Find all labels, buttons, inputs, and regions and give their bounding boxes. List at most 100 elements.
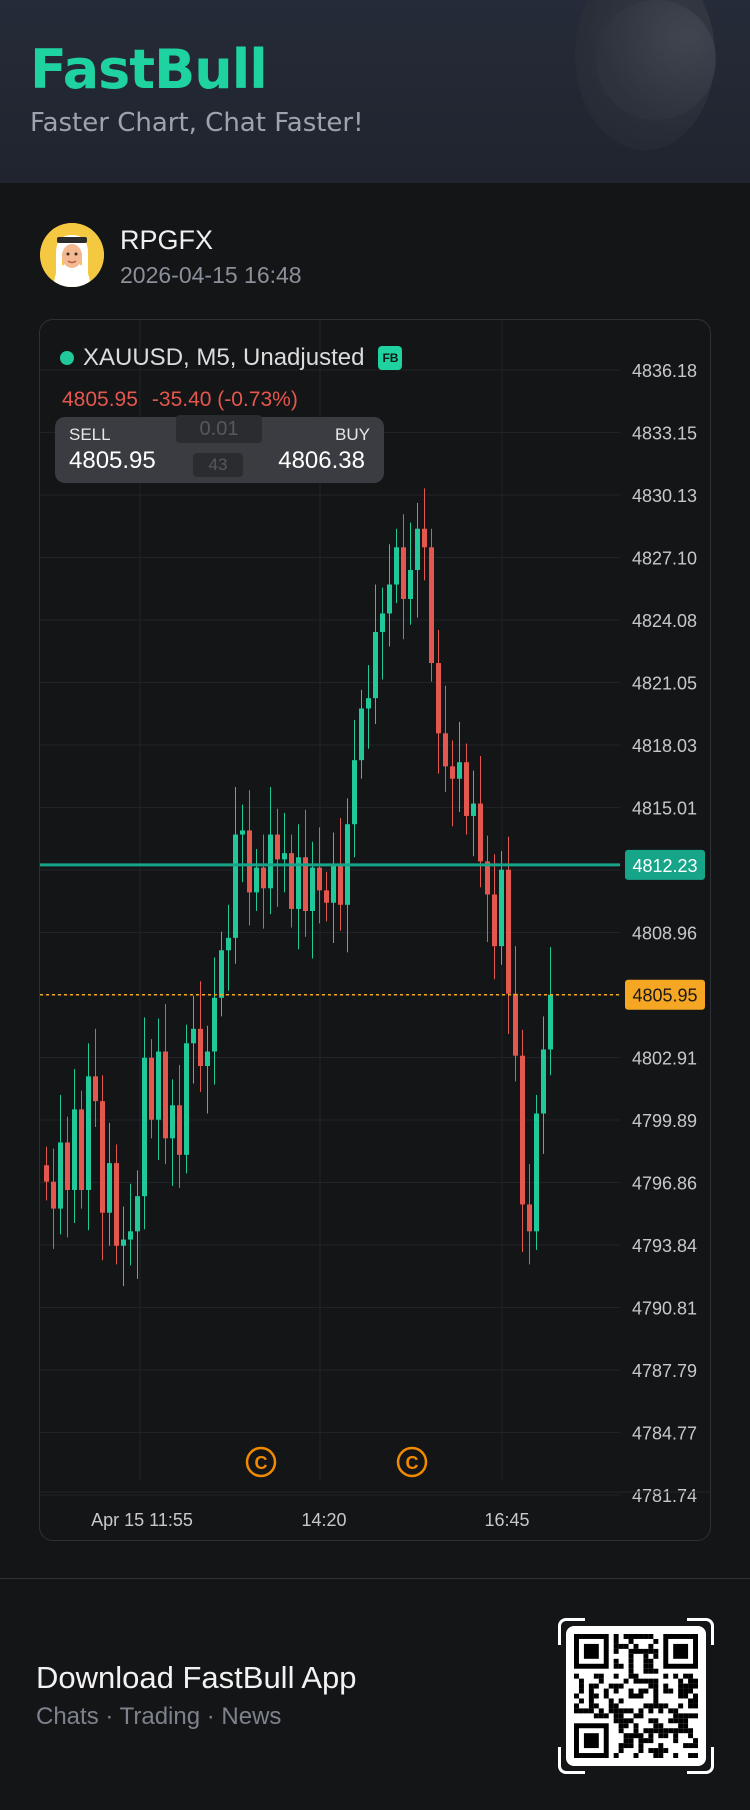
event-marker-icon [245, 1446, 277, 1478]
candle-body [310, 867, 315, 912]
candle-body [44, 1165, 49, 1182]
candle-body [212, 997, 217, 1052]
candle-body [527, 1204, 532, 1232]
buy-price[interactable]: 4806.38 [278, 447, 365, 474]
candle-body [380, 613, 385, 633]
candle-body [492, 894, 497, 947]
candle-body [541, 1049, 546, 1114]
price-tick-label: 4827.10 [632, 549, 697, 569]
candle-body [142, 1057, 147, 1197]
horizontal-line-price-label: 4812.23 [632, 856, 697, 876]
candle-body [219, 950, 224, 998]
candle-body [79, 1109, 84, 1190]
candle-body [422, 528, 427, 548]
sell-label[interactable]: SELL [69, 425, 111, 444]
qr-corner [687, 1618, 714, 1645]
candle-body [296, 857, 301, 909]
price-tick-label: 4781.74 [632, 1486, 697, 1506]
candle-body [275, 834, 280, 860]
price-tick-label: 4836.18 [632, 361, 697, 381]
candle-body [289, 853, 294, 909]
chart-card[interactable]: 4836.18 4833.15 4830.13 4827.10 4824.08 4821.… [39, 319, 711, 1541]
candle-body [86, 1076, 91, 1190]
candle-body [366, 698, 371, 709]
time-tick-label: Apr 15 11:55 [91, 1510, 193, 1530]
symbol-label[interactable]: XAUUSD, M5, Unadjusted [83, 344, 365, 371]
post-timestamp: 2026-04-15 16:48 [120, 262, 302, 288]
candle-body [464, 762, 469, 816]
time-tick-label: 16:45 [484, 1510, 529, 1530]
candle-body [457, 762, 462, 779]
candle-body [450, 766, 455, 779]
candle-body [177, 1105, 182, 1155]
candle-body [156, 1051, 161, 1120]
candle-body [534, 1113, 539, 1232]
download-subtitle: Chats · Trading · News [36, 1703, 282, 1730]
candle-body [429, 547, 434, 664]
time-tick-label: 14:20 [301, 1510, 346, 1530]
qr-corner [558, 1747, 585, 1774]
qr-code-image [566, 1626, 706, 1766]
candle-body [135, 1196, 140, 1232]
candle-body [331, 865, 336, 903]
sell-price[interactable]: 4805.95 [69, 447, 156, 474]
candle-body [282, 853, 287, 860]
candle-body [401, 547, 406, 599]
candle-body [198, 1028, 203, 1066]
download-title[interactable]: Download FastBull App [36, 1660, 357, 1695]
price-tick-label: 4802.91 [632, 1049, 697, 1069]
avatar[interactable] [40, 223, 104, 287]
buy-label[interactable]: BUY [335, 425, 370, 444]
candle-body [51, 1181, 56, 1209]
candle-body [149, 1057, 154, 1120]
brand-logo: FastBull [30, 38, 268, 101]
qr-icon [574, 1634, 698, 1758]
candle-body [107, 1163, 112, 1213]
header-decoration [596, 0, 716, 120]
candle-body [478, 803, 483, 862]
candle-body [471, 803, 476, 816]
current-price-label: 4805.95 [632, 986, 697, 1006]
fb-badge-icon: FB [378, 346, 403, 370]
candle-body [247, 830, 252, 893]
current-price-tag [625, 979, 705, 1010]
price-chart[interactable]: 4836.18 4833.15 4830.13 4827.10 4824.08 4821.… [40, 320, 710, 1540]
lot-size-input[interactable]: 0.01 [176, 415, 262, 443]
candle-body [170, 1105, 175, 1139]
quote-row: 4805.95 -35.40 (-0.73%) [62, 388, 298, 412]
avatar-icon [40, 223, 104, 287]
price-tick-label: 4790.81 [632, 1299, 697, 1319]
candle-body [415, 528, 420, 571]
price-tick-label: 4787.79 [632, 1361, 697, 1381]
candle-body [184, 1043, 189, 1155]
username[interactable]: RPGFX [120, 225, 214, 255]
price-tick-label: 4821.05 [632, 674, 697, 694]
qr-code[interactable] [558, 1618, 714, 1774]
price-tick-label: 4808.96 [632, 924, 697, 944]
price-tick-label: 4833.15 [632, 424, 697, 444]
candle-body [226, 937, 231, 951]
candle-body [58, 1142, 63, 1209]
candle-body [408, 570, 413, 599]
price-change: -35.40 (-0.73%) [151, 388, 298, 411]
candle-body [324, 890, 329, 903]
price-tick-label: 4824.08 [632, 611, 697, 631]
event-marker-label: C [255, 1453, 268, 1473]
event-marker-icon [396, 1446, 428, 1478]
tagline: Faster Chart, Chat Faster! [30, 108, 364, 138]
candle-body [485, 861, 490, 895]
event-marker-label: C [406, 1453, 419, 1473]
candle-body [205, 1051, 210, 1066]
candle-body [513, 993, 518, 1056]
candle-body [128, 1231, 133, 1240]
last-price: 4805.95 [62, 388, 138, 411]
symbol-header: XAUUSD, M5, Unadjusted FB [60, 344, 403, 372]
candle-body [65, 1142, 70, 1190]
candle-body [373, 632, 378, 699]
qr-corner [687, 1747, 714, 1774]
price-tick-label: 4815.01 [632, 799, 697, 819]
candle-body [254, 867, 259, 893]
candle-body [72, 1109, 77, 1190]
spread-value: 43 [193, 453, 243, 477]
candle-body [352, 760, 357, 825]
